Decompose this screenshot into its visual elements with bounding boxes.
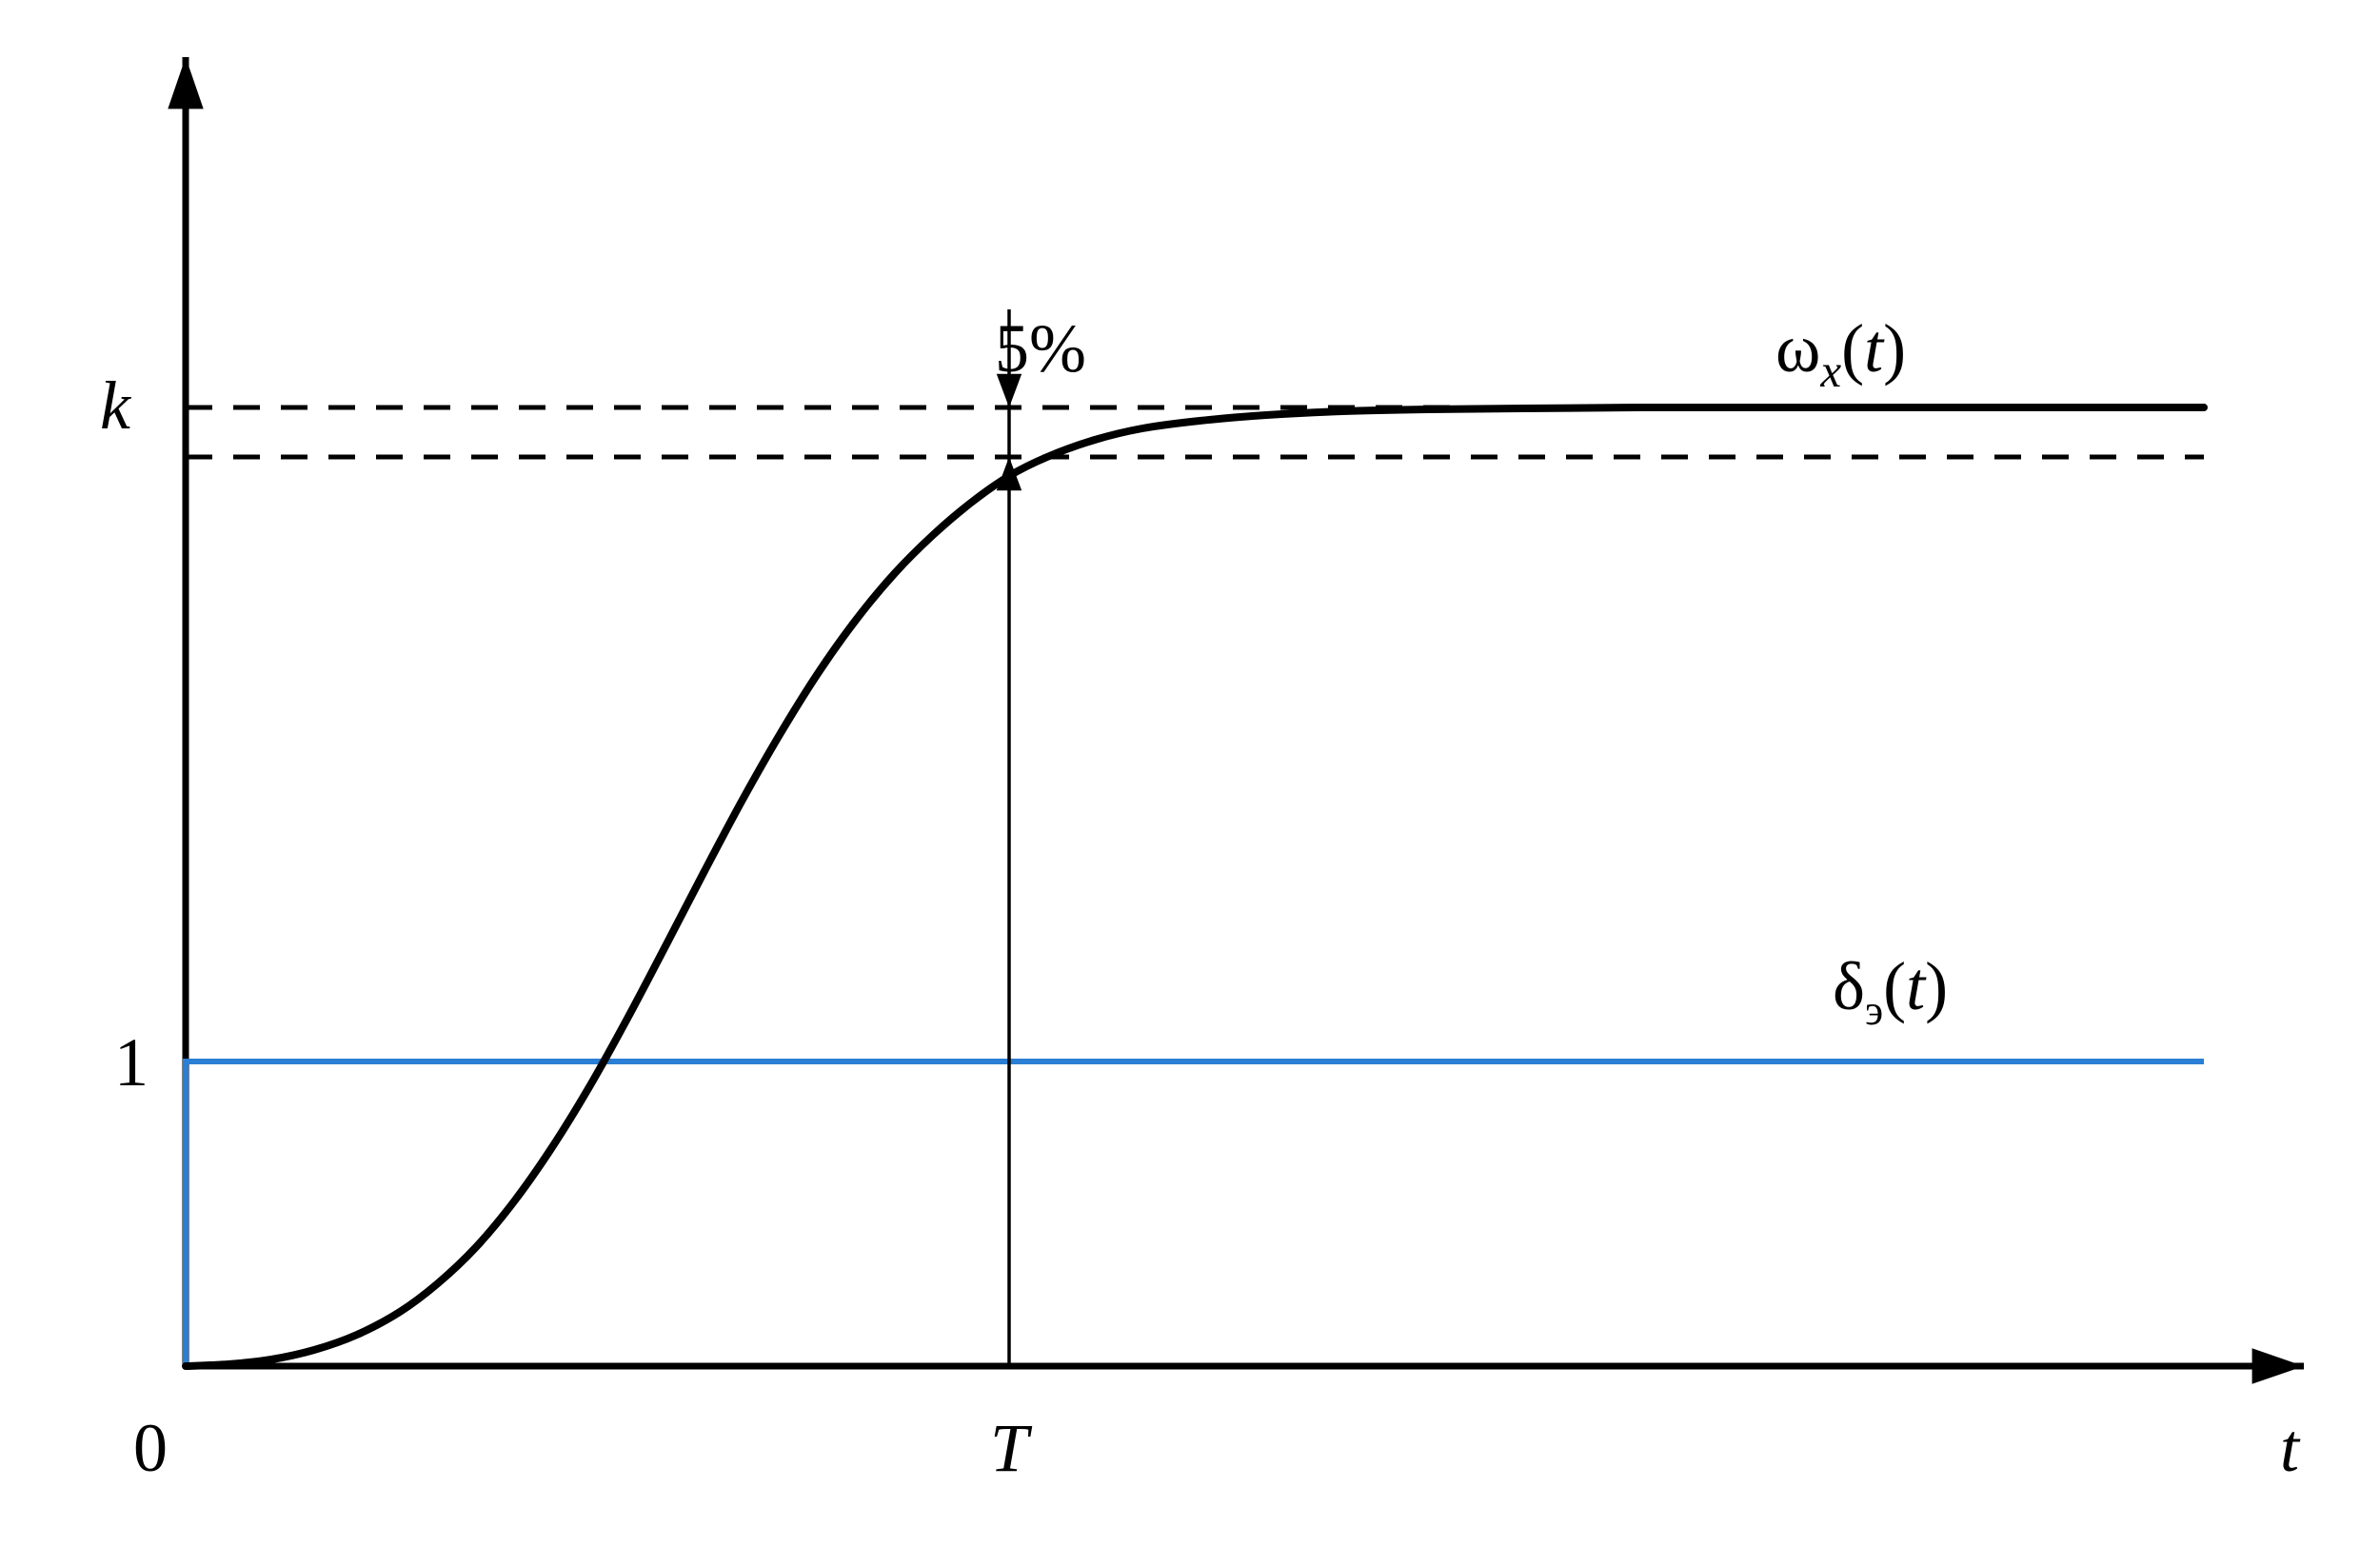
one-label: 1 (114, 1024, 149, 1101)
step-response-chart: 0 t k 1 T 5% ωx(t) δэ(t) (0, 0, 2380, 1547)
x-axis-arrow (2252, 1348, 2304, 1383)
response-curve (186, 407, 2204, 1366)
k-label: k (100, 367, 132, 444)
tolerance-label: 5% (995, 310, 1086, 387)
chart-container: 0 t k 1 T 5% ωx(t) δэ(t) (0, 0, 2380, 1547)
y-axis-arrow (168, 57, 203, 109)
settling-time-label: T (990, 1410, 1033, 1486)
response-curve-label: ωx(t) (1775, 310, 1906, 397)
origin-label: 0 (133, 1410, 168, 1486)
x-axis-label: t (2280, 1410, 2301, 1486)
step-input-curve (186, 1061, 2204, 1366)
step-input-label: δэ(t) (1833, 948, 1948, 1034)
